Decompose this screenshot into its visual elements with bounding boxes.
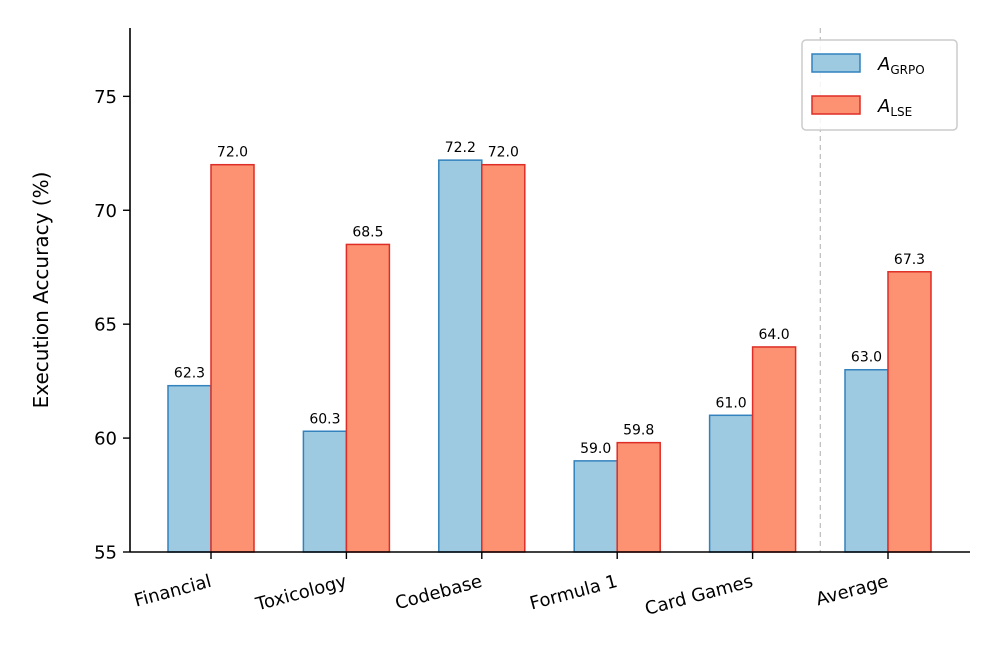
value-label-grpo-formula-1: 59.0 (580, 441, 611, 457)
bar-lse-codebase (481, 163, 526, 553)
bar-lse-average (887, 271, 932, 553)
value-label-grpo-average: 63.0 (851, 350, 882, 366)
value-label-lse-average: 67.3 (894, 252, 925, 268)
value-label-lse-financial: 72.0 (217, 145, 248, 161)
bar-lse-toxicology (345, 243, 391, 553)
legend-label-lse-sub: LSE (890, 105, 912, 119)
legend-swatch-grpo (811, 53, 861, 73)
legend-label-lse: ALSE (877, 96, 912, 119)
bar-grpo-codebase (438, 159, 483, 553)
value-label-grpo-financial: 62.3 (174, 366, 205, 382)
value-label-lse-formula-1: 59.8 (623, 423, 654, 439)
y-tick-label-60: 60 (94, 429, 117, 450)
x-tick-label-formula-1: Formula 1 (527, 571, 619, 615)
bars-layer (167, 159, 932, 553)
y-tick-label-55: 55 (94, 543, 117, 564)
y-tick-label-70: 70 (94, 201, 117, 222)
value-label-lse-toxicology: 68.5 (352, 224, 383, 240)
bar-lse-financial (210, 163, 255, 553)
value-label-grpo-toxicology: 60.3 (309, 411, 340, 427)
value-label-grpo-card-games: 61.0 (716, 395, 747, 411)
bar-grpo-card-games (708, 414, 754, 553)
legend-label-grpo: AGRPO (877, 54, 925, 77)
bar-lse-card-games (751, 346, 797, 553)
x-tick-label-card-games: Card Games (643, 571, 755, 620)
y-tick-label-75: 75 (94, 87, 117, 108)
x-tick-label-financial: Financial (132, 571, 214, 612)
bar-grpo-toxicology (302, 430, 348, 553)
x-tick-label-toxicology: Toxicology (253, 571, 350, 616)
bar-grpo-formula-1 (573, 460, 618, 553)
value-label-lse-codebase: 72.0 (488, 145, 519, 161)
y-tick-label-65: 65 (94, 315, 117, 336)
x-tick-label-codebase: Codebase (393, 571, 484, 614)
value-labels-layer: 62.3 72.0 60.3 68.5 72.2 72.0 59.0 59.8 61.0 64.0… (174, 140, 925, 457)
legend-label-grpo-sub: GRPO (890, 63, 924, 77)
x-tick-label-average: Average (814, 571, 891, 610)
x-ticks-layer: Financial Toxicology Codebase Formula 1 Card… (132, 552, 891, 620)
bar-grpo-financial (167, 384, 212, 553)
bar-lse-formula-1 (616, 441, 661, 553)
value-label-grpo-codebase: 72.2 (445, 140, 476, 156)
y-ticks-layer: 55 60 65 70 75 (94, 87, 130, 564)
legend-label-grpo-main: A (877, 54, 890, 75)
axes-layer (129, 28, 970, 553)
legend-swatch-lse (811, 95, 861, 115)
legend-label-lse-main: A (877, 96, 890, 117)
value-label-lse-card-games: 64.0 (759, 327, 790, 343)
bar-grpo-average (844, 368, 889, 553)
y-axis-title: Execution Accuracy (%) (29, 172, 53, 409)
legend: AGRPO ALSE (801, 39, 958, 131)
